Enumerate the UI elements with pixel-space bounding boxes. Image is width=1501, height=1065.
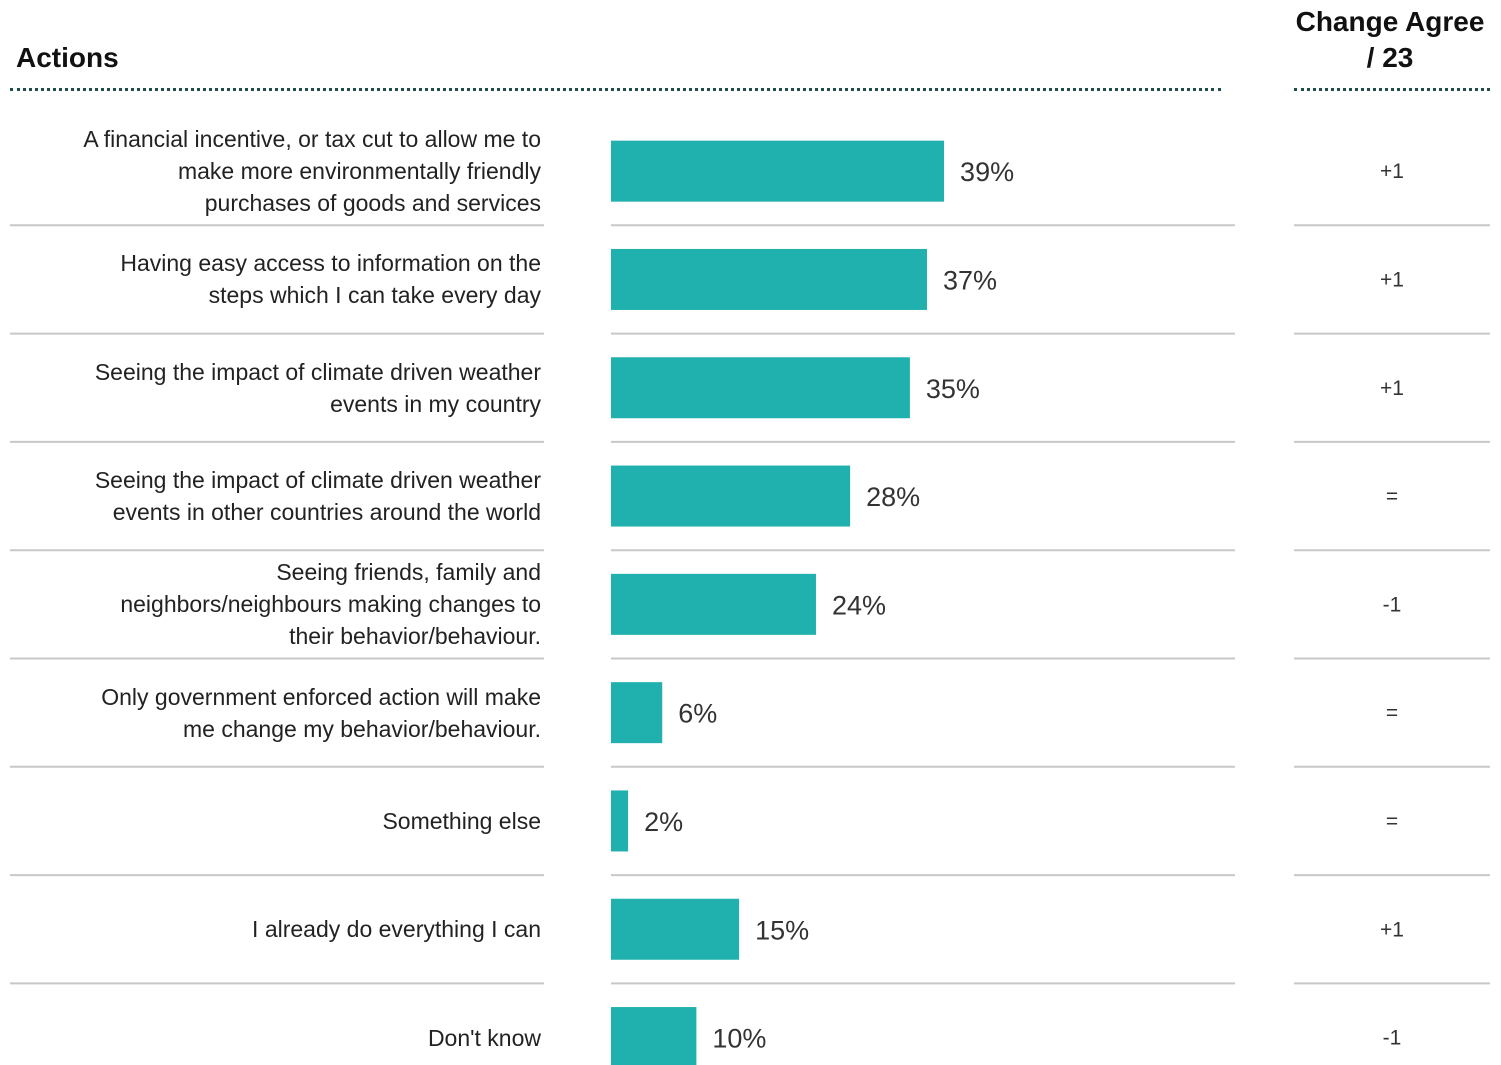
- category-label: Seeing friends, family and neighbors/neig…: [10, 556, 541, 652]
- category-label: Only government enforced action will mak…: [10, 681, 541, 745]
- category-label: Having easy access to information on the…: [10, 247, 541, 311]
- bar: [611, 898, 740, 960]
- bar-value-label: 24%: [832, 590, 886, 620]
- category-label-line: Having easy access to information on the: [120, 250, 541, 277]
- change-value: =: [1386, 702, 1398, 725]
- category-label-line: me change my behavior/behaviour.: [183, 715, 541, 742]
- change-value: =: [1386, 485, 1398, 508]
- bar: [611, 465, 851, 527]
- change-agree-header-line2: / 23: [1366, 42, 1414, 73]
- category-label-line: make more environmentally friendly: [177, 158, 541, 185]
- change-agree-header-line1: Change Agree: [1295, 6, 1485, 37]
- bar: [611, 1007, 697, 1065]
- category-label-line: events in other countries around the wor…: [112, 499, 541, 526]
- bar: [611, 357, 910, 419]
- change-value: =: [1386, 810, 1398, 833]
- category-label-line: purchases of goods and services: [204, 190, 541, 217]
- bar-value-label: 28%: [866, 482, 920, 512]
- change-value: +1: [1380, 918, 1404, 941]
- bar-value-label: 6%: [678, 699, 717, 729]
- bar-value-label: 2%: [644, 807, 683, 837]
- category-label-line: steps which I can take every day: [208, 282, 541, 309]
- category-label-line: Don't know: [427, 1024, 541, 1051]
- actions-header-rule: [10, 88, 1221, 91]
- category-label: Seeing the impact of climate driven weat…: [10, 356, 541, 420]
- category-label: Don't know: [10, 1022, 541, 1054]
- bar-value-label: 37%: [943, 265, 997, 295]
- category-label: Something else: [10, 805, 541, 837]
- bar-value-label: 35%: [926, 374, 980, 404]
- category-label-line: I already do everything I can: [252, 916, 541, 943]
- category-label-line: neighbors/neighbours making changes to: [120, 591, 541, 618]
- category-label-line: Seeing friends, family and: [276, 559, 541, 586]
- category-label-line: Seeing the impact of climate driven weat…: [94, 467, 541, 494]
- bar-value-label: 10%: [712, 1024, 766, 1054]
- category-label-line: Only government enforced action will mak…: [101, 683, 541, 710]
- category-label-line: A financial incentive, or tax cut to all…: [83, 126, 541, 153]
- actions-header: Actions: [16, 42, 119, 73]
- change-value: +1: [1380, 160, 1404, 183]
- change-value: +1: [1380, 377, 1404, 400]
- category-label-line: events in my country: [330, 390, 541, 417]
- change-agree-header: Change Agree / 23: [1288, 4, 1492, 76]
- bar: [611, 573, 816, 635]
- change-header-rule: [1294, 88, 1490, 91]
- bar: [611, 682, 663, 744]
- category-label-line: their behavior/behaviour.: [289, 623, 541, 650]
- change-value: -1: [1383, 1027, 1402, 1050]
- change-value: -1: [1383, 593, 1402, 616]
- category-label-line: Seeing the impact of climate driven weat…: [94, 358, 541, 385]
- bar-value-label: 15%: [755, 915, 809, 945]
- category-label-line: Something else: [382, 807, 541, 834]
- change-value: +1: [1380, 268, 1404, 291]
- bar: [611, 140, 945, 202]
- category-label: I already do everything I can: [10, 913, 541, 945]
- bar-value-label: 39%: [960, 157, 1014, 187]
- bar: [611, 248, 927, 310]
- category-label: Seeing the impact of climate driven weat…: [10, 464, 541, 528]
- bar: [611, 790, 629, 852]
- category-label: A financial incentive, or tax cut to all…: [10, 123, 541, 219]
